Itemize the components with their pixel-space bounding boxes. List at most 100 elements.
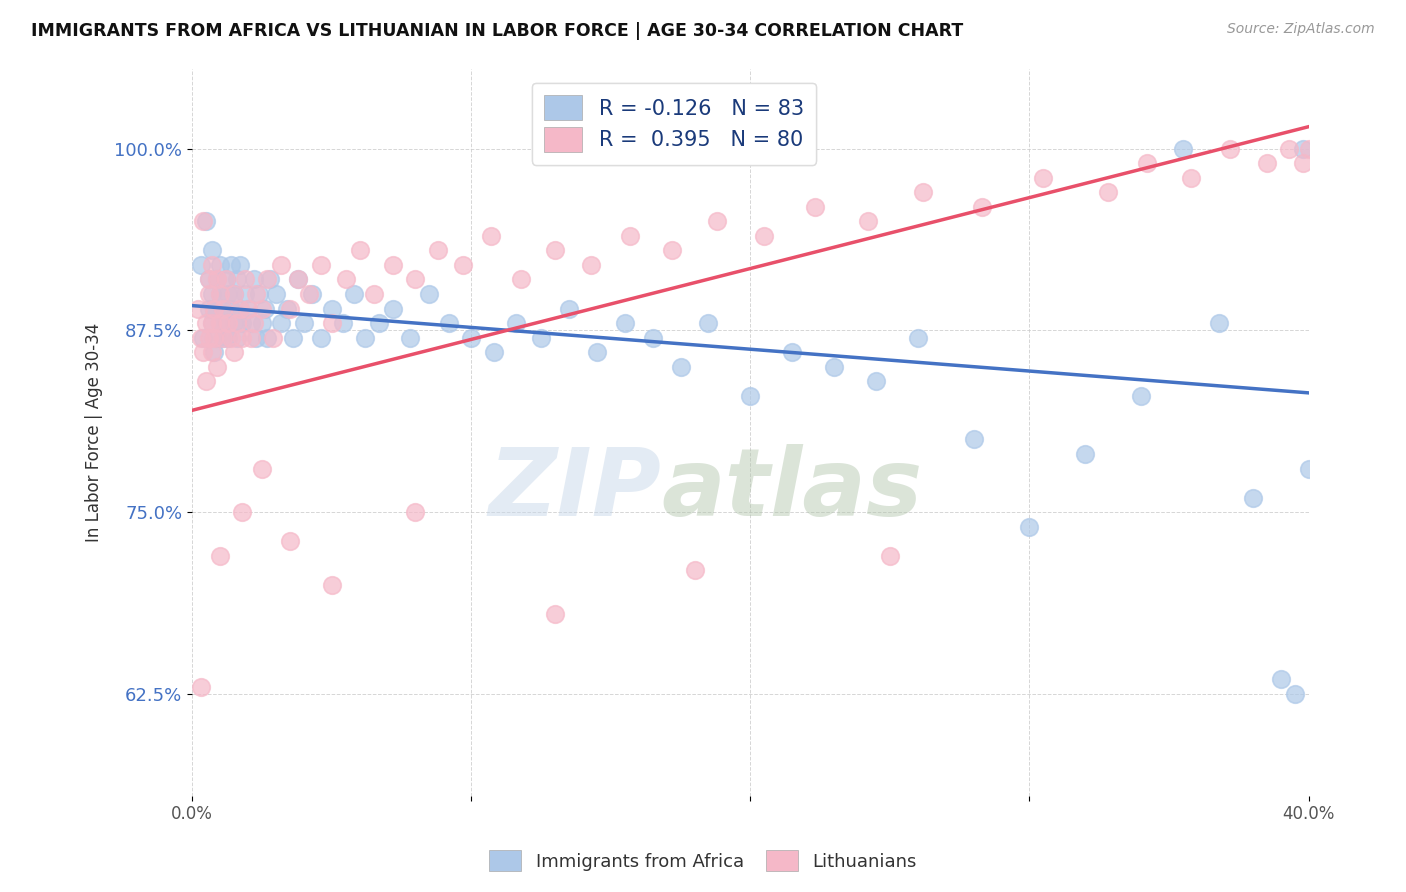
Point <box>217 287 239 301</box>
Point <box>207 330 229 344</box>
Point <box>239 316 262 330</box>
Point <box>382 301 405 316</box>
Point <box>231 316 253 330</box>
Point <box>250 301 273 316</box>
Point <box>256 330 278 344</box>
Point <box>558 301 581 316</box>
Point <box>544 244 567 258</box>
Point <box>222 316 245 330</box>
Point <box>211 330 233 344</box>
Point <box>613 316 636 330</box>
Point <box>1292 156 1315 170</box>
Point <box>292 316 315 330</box>
Point <box>209 287 232 301</box>
Point <box>404 272 426 286</box>
Point <box>437 316 460 330</box>
Point <box>219 258 242 272</box>
Point <box>856 214 879 228</box>
Point <box>209 316 232 330</box>
Y-axis label: In Labor Force | Age 30-34: In Labor Force | Age 30-34 <box>86 323 103 541</box>
Point <box>823 359 845 374</box>
Point <box>641 330 664 344</box>
Point <box>398 330 420 344</box>
Point <box>962 433 984 447</box>
Point <box>217 316 239 330</box>
Point <box>278 301 301 316</box>
Legend: Immigrants from Africa, Lithuanians: Immigrants from Africa, Lithuanians <box>482 843 924 879</box>
Point <box>211 301 233 316</box>
Point <box>217 330 239 344</box>
Text: ZIP: ZIP <box>488 444 661 536</box>
Point <box>1097 185 1119 199</box>
Point <box>309 258 332 272</box>
Point <box>209 316 232 330</box>
Point <box>1136 156 1159 170</box>
Point <box>209 287 232 301</box>
Point <box>204 330 226 344</box>
Point <box>190 680 212 694</box>
Point <box>195 316 218 330</box>
Point <box>193 330 215 344</box>
Point <box>482 345 505 359</box>
Point <box>201 287 224 301</box>
Point <box>1219 141 1241 155</box>
Point <box>780 345 803 359</box>
Point <box>1074 447 1097 461</box>
Point <box>236 301 259 316</box>
Point <box>209 258 232 272</box>
Point <box>1270 673 1292 687</box>
Point <box>865 374 887 388</box>
Point <box>1208 316 1230 330</box>
Point <box>368 316 391 330</box>
Point <box>190 330 212 344</box>
Point <box>661 244 683 258</box>
Point <box>250 316 273 330</box>
Point <box>1278 141 1301 155</box>
Point <box>349 244 371 258</box>
Point <box>222 287 245 301</box>
Point <box>201 258 224 272</box>
Point <box>201 316 224 330</box>
Point <box>404 505 426 519</box>
Point <box>1284 687 1306 701</box>
Point <box>1171 141 1194 155</box>
Point <box>581 258 603 272</box>
Point <box>204 301 226 316</box>
Point <box>706 214 728 228</box>
Point <box>510 272 533 286</box>
Point <box>301 287 323 301</box>
Point <box>907 330 929 344</box>
Point <box>740 389 762 403</box>
Point <box>697 316 720 330</box>
Point <box>214 272 236 286</box>
Point <box>207 272 229 286</box>
Point <box>505 316 527 330</box>
Point <box>287 272 309 286</box>
Point <box>262 330 284 344</box>
Point <box>225 330 247 344</box>
Point <box>211 301 233 316</box>
Point <box>270 316 292 330</box>
Point <box>803 200 825 214</box>
Point <box>214 272 236 286</box>
Point <box>233 287 256 301</box>
Point <box>619 228 641 243</box>
Point <box>321 578 343 592</box>
Point <box>187 301 209 316</box>
Point <box>242 316 264 330</box>
Point <box>231 330 253 344</box>
Point <box>1292 141 1315 155</box>
Point <box>190 258 212 272</box>
Point <box>544 607 567 621</box>
Point <box>198 287 221 301</box>
Point <box>479 228 502 243</box>
Point <box>222 287 245 301</box>
Point <box>1298 141 1320 155</box>
Point <box>278 534 301 549</box>
Point <box>754 228 776 243</box>
Point <box>198 272 221 286</box>
Point <box>321 316 343 330</box>
Point <box>363 287 385 301</box>
Point <box>879 549 901 563</box>
Point <box>195 374 218 388</box>
